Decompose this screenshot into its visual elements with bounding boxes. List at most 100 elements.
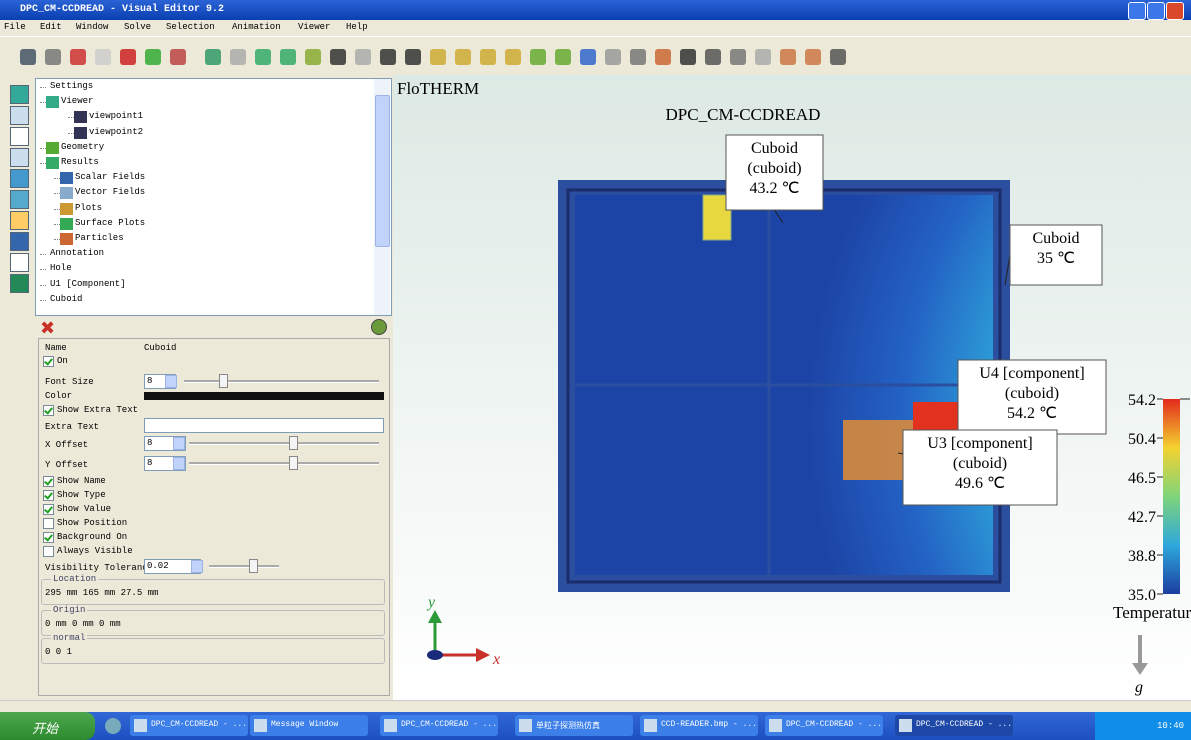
toolbar-button[interactable] xyxy=(20,49,36,65)
spinner[interactable] xyxy=(173,457,185,470)
checkbox[interactable] xyxy=(43,518,54,529)
menu-item[interactable]: Viewer xyxy=(298,22,331,32)
group-title[interactable]: Origin xyxy=(51,605,88,615)
slider-knob[interactable] xyxy=(249,559,258,573)
tree-item[interactable]: Viewer xyxy=(61,96,94,107)
toolbar-button[interactable] xyxy=(170,49,186,65)
tree-item[interactable]: Surface Plots xyxy=(75,217,146,228)
tree-item[interactable]: Settings xyxy=(50,81,94,91)
toolbar-button[interactable] xyxy=(755,49,771,65)
checkbox[interactable] xyxy=(43,356,54,367)
toolbar-button[interactable] xyxy=(305,49,321,65)
tree-item[interactable]: Hole xyxy=(50,263,72,274)
group-title[interactable]: Location xyxy=(51,574,99,584)
apply-icon[interactable] xyxy=(371,319,387,335)
slider-knob[interactable] xyxy=(289,436,298,450)
checkbox[interactable] xyxy=(43,532,54,543)
side-button[interactable] xyxy=(10,85,29,104)
checkbox[interactable] xyxy=(43,476,54,487)
scroll-thumb[interactable] xyxy=(375,95,390,247)
taskbar-item[interactable]: Message Window xyxy=(250,715,368,736)
toolbar-button[interactable] xyxy=(45,49,61,65)
menu-item[interactable]: Selection xyxy=(166,22,215,32)
side-button[interactable] xyxy=(10,232,29,251)
spinner[interactable] xyxy=(165,375,177,388)
taskbar-item[interactable]: CCD-READER.bmp - ... xyxy=(640,715,758,736)
checkbox[interactable] xyxy=(43,405,54,416)
toolbar-button[interactable] xyxy=(530,49,546,65)
taskbar-item[interactable]: 单粒子探测热仿真 xyxy=(515,715,633,736)
toolbar-button[interactable] xyxy=(655,49,671,65)
quick-launch[interactable] xyxy=(105,718,121,734)
toolbar-button[interactable] xyxy=(605,49,621,65)
toolbar-button[interactable] xyxy=(505,49,521,65)
side-button[interactable] xyxy=(10,211,29,230)
maximize-button[interactable] xyxy=(1147,2,1165,20)
toolbar-button[interactable] xyxy=(145,49,161,65)
menu-item[interactable]: Solve xyxy=(124,22,152,32)
start-button[interactable]: 开始 xyxy=(0,712,95,740)
tree-item[interactable]: Vector Fields xyxy=(75,187,146,198)
toolbar-button[interactable] xyxy=(680,49,696,65)
tree-item[interactable]: Cuboid xyxy=(50,293,83,304)
side-button[interactable] xyxy=(10,274,29,293)
close-button[interactable] xyxy=(1166,2,1184,20)
toolbar-button[interactable] xyxy=(70,49,86,65)
toolbar-button[interactable] xyxy=(705,49,721,65)
checkbox[interactable] xyxy=(43,504,54,515)
tree-item[interactable]: Annotation xyxy=(50,248,105,259)
tree-item[interactable]: Scalar Fields xyxy=(75,172,146,183)
tree-item[interactable]: Particles xyxy=(75,233,124,243)
toolbar-button[interactable] xyxy=(205,49,221,65)
toolbar-button[interactable] xyxy=(805,49,821,65)
delete-icon[interactable]: ✖ xyxy=(40,318,56,339)
menu-item[interactable]: Window xyxy=(76,22,109,32)
tree-item[interactable]: U1 [Component] xyxy=(50,278,126,289)
text-input[interactable] xyxy=(144,418,384,433)
toolbar-button[interactable] xyxy=(95,49,111,65)
toolbar-button[interactable] xyxy=(330,49,346,65)
color-swatch[interactable] xyxy=(144,392,384,400)
tree-item[interactable]: viewpoint2 xyxy=(89,126,144,137)
tree-item[interactable]: Geometry xyxy=(61,141,105,152)
taskbar-item[interactable]: DPC_CM-CCDREAD - ... xyxy=(130,715,248,736)
menu-item[interactable]: Edit xyxy=(40,22,62,32)
toolbar-button[interactable] xyxy=(455,49,471,65)
minimize-button[interactable] xyxy=(1128,2,1146,20)
spinner[interactable] xyxy=(173,437,185,450)
tree-item[interactable]: Plots xyxy=(75,202,103,213)
toolbar-button[interactable] xyxy=(780,49,796,65)
toolbar-button[interactable] xyxy=(555,49,571,65)
toolbar-button[interactable] xyxy=(230,49,246,65)
side-button[interactable] xyxy=(10,148,29,167)
side-button[interactable] xyxy=(10,106,29,125)
toolbar-button[interactable] xyxy=(355,49,371,65)
toolbar-button[interactable] xyxy=(380,49,396,65)
taskbar-item[interactable]: DPC_CM-CCDREAD - ... xyxy=(765,715,883,736)
toolbar-button[interactable] xyxy=(405,49,421,65)
toolbar-button[interactable] xyxy=(280,49,296,65)
side-button[interactable] xyxy=(10,169,29,188)
menu-item[interactable]: Animation xyxy=(232,22,281,32)
taskbar-item[interactable]: DPC_CM-CCDREAD - ... xyxy=(380,715,498,736)
tree-item[interactable]: viewpoint1 xyxy=(89,111,144,122)
taskbar-item[interactable]: DPC_CM-CCDREAD - ... xyxy=(895,715,1013,736)
toolbar-button[interactable] xyxy=(120,49,136,65)
tree-item[interactable]: Results xyxy=(61,157,99,167)
toolbar-button[interactable] xyxy=(630,49,646,65)
toolbar-button[interactable] xyxy=(255,49,271,65)
slider-knob[interactable] xyxy=(219,374,228,388)
side-button[interactable] xyxy=(10,253,29,272)
spinner[interactable] xyxy=(191,560,203,573)
menu-item[interactable]: Help xyxy=(346,22,368,32)
text-input[interactable]: 0.02 xyxy=(144,559,201,574)
side-button[interactable] xyxy=(10,190,29,209)
toolbar-button[interactable] xyxy=(830,49,846,65)
checkbox[interactable] xyxy=(43,546,54,557)
checkbox[interactable] xyxy=(43,490,54,501)
toolbar-button[interactable] xyxy=(430,49,446,65)
group-title[interactable]: normal xyxy=(51,633,88,643)
toolbar-button[interactable] xyxy=(730,49,746,65)
toolbar-button[interactable] xyxy=(580,49,596,65)
side-button[interactable] xyxy=(10,127,29,146)
